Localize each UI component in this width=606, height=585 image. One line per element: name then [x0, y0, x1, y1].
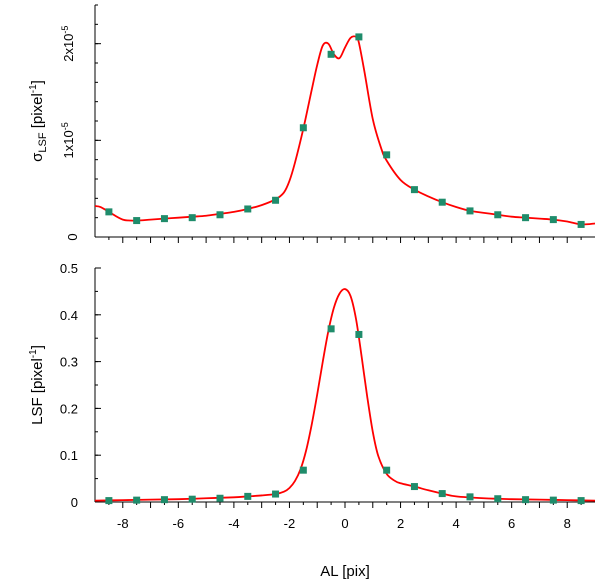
data-point-marker — [272, 490, 280, 498]
data-point-marker — [299, 466, 307, 474]
y-tick-label: 0.2 — [60, 401, 78, 416]
data-point-marker — [244, 492, 252, 500]
data-point-marker — [410, 483, 418, 491]
x-tick-label: 2 — [397, 516, 404, 531]
data-point-marker — [494, 495, 502, 503]
data-point-marker — [160, 215, 168, 223]
y-axis-label-base: LSF — [29, 397, 46, 425]
data-point-marker — [549, 216, 557, 224]
y-tick-label-exponent: -5 — [60, 26, 70, 34]
data-point-marker — [133, 496, 141, 504]
data-point-marker — [299, 124, 307, 132]
data-point-marker — [383, 151, 391, 159]
model-curve — [95, 288, 595, 502]
y-tick-label: 2x10-5 — [60, 26, 76, 62]
y-tick-label: 0 — [65, 233, 80, 240]
data-point-marker — [327, 50, 335, 58]
x-tick-label: 8 — [564, 516, 571, 531]
y-axis-label-base: σ — [29, 152, 46, 162]
y-axis-label-bracket: ] — [29, 80, 46, 84]
data-point-marker — [466, 493, 474, 501]
data-point-marker — [188, 495, 196, 503]
model-curve — [95, 35, 595, 226]
data-point-marker — [244, 205, 252, 213]
data-point-marker — [522, 214, 530, 222]
data-point-marker — [577, 220, 585, 228]
y-axis-label: LSF [pixel-1] — [28, 345, 46, 425]
data-point-marker — [438, 198, 446, 206]
y-axis-label-unit: [pixel — [29, 358, 46, 397]
y-axis-label-bracket: ] — [29, 345, 46, 349]
y-tick-label-exponent: -5 — [60, 122, 70, 130]
data-point-marker — [105, 208, 113, 216]
data-point-marker — [410, 186, 418, 194]
x-tick-label: -4 — [228, 516, 240, 531]
y-tick-label: 0.5 — [60, 261, 78, 276]
x-tick-label: 0 — [341, 516, 348, 531]
x-tick-label: 4 — [452, 516, 459, 531]
x-tick-label: -8 — [117, 516, 129, 531]
data-point-marker — [522, 496, 530, 504]
data-point-marker — [133, 217, 141, 225]
y-tick-label: 0.3 — [60, 355, 78, 370]
x-tick-label: -2 — [284, 516, 296, 531]
x-axis-label: AL [pix] — [320, 563, 369, 580]
y-tick-label-mantissa: 1x10 — [61, 130, 76, 158]
data-point-marker — [383, 466, 391, 474]
data-point-marker — [216, 494, 224, 502]
data-point-marker — [105, 497, 113, 505]
y-tick-label: 1x10-5 — [60, 122, 76, 158]
data-point-marker — [466, 207, 474, 215]
y-axis-label-superscript: -1 — [28, 84, 39, 93]
x-tick-label: -6 — [173, 516, 185, 531]
data-point-marker — [577, 497, 585, 505]
data-point-marker — [549, 496, 557, 504]
data-point-marker — [355, 33, 363, 41]
data-point-marker — [355, 330, 363, 338]
x-tick-label: 6 — [508, 516, 515, 531]
data-point-marker — [272, 196, 280, 204]
data-point-marker — [494, 211, 502, 219]
y-axis-label: σLSF [pixel-1] — [28, 80, 49, 162]
y-axis-label-superscript: -1 — [28, 349, 39, 358]
data-point-marker — [188, 214, 196, 222]
y-tick-label: 0.4 — [60, 308, 78, 323]
lsf-panel: 0 0.1 0.2 0.3 0.4 0.5 -8 -6 -4 -2 0 2 4 6 8 LSF [pixel-… — [28, 261, 595, 580]
y-tick-label-mantissa: 2x10 — [61, 34, 76, 62]
y-axis-label-subscript: LSF — [37, 132, 49, 152]
data-point-marker — [160, 496, 168, 504]
y-tick-label: 0 — [71, 495, 78, 510]
y-tick-label: 0.1 — [60, 448, 78, 463]
data-point-marker — [216, 211, 224, 219]
y-axis-label-unit: [pixel — [29, 93, 46, 132]
data-point-marker — [438, 490, 446, 498]
data-point-marker — [327, 325, 335, 333]
